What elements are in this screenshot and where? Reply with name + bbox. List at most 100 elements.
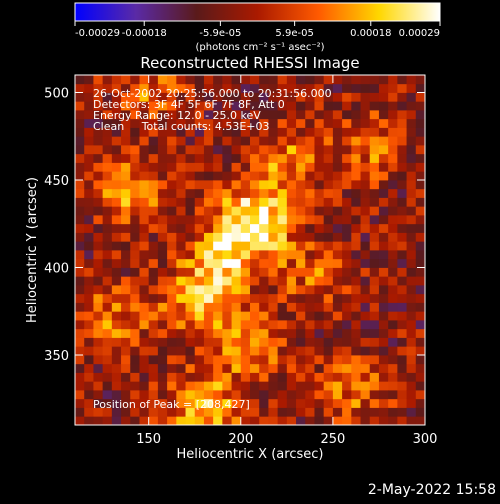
heatmap-cell (231, 293, 242, 303)
heatmap-cell (203, 363, 214, 373)
heatmap-cell (222, 311, 232, 321)
colorbar: -0.00029 -0.00018 -5.9e-05 5.9e-05 0.00018 0.… (74, 2, 441, 53)
heatmap-cell (397, 188, 407, 198)
heatmap-cell (277, 363, 288, 373)
heatmap-cell (406, 363, 417, 373)
heatmap-cell (176, 337, 186, 347)
heatmap-cell (378, 390, 389, 400)
footer-timestamp: 2-May-2022 15:58 (368, 482, 496, 498)
heatmap-cell (176, 110, 186, 120)
heatmap-cell (84, 101, 94, 111)
heatmap-cell (93, 127, 104, 137)
heatmap-cell (378, 407, 389, 417)
heatmap-cell (369, 276, 380, 286)
heatmap-cell (231, 83, 242, 93)
heatmap-cell (378, 302, 389, 312)
heatmap-cell (203, 162, 214, 172)
heatmap-cell (397, 390, 407, 400)
heatmap-cell (121, 223, 131, 233)
heatmap-cell (102, 250, 113, 260)
heatmap-cell (231, 241, 242, 251)
heatmap-cell (148, 180, 159, 190)
heatmap-cell (222, 92, 232, 102)
heatmap-cell (121, 153, 131, 163)
heatmap-cell (75, 363, 85, 373)
heatmap-cell (286, 398, 297, 408)
heatmap-cell (130, 118, 140, 128)
heatmap-cell (75, 145, 85, 155)
heatmap-cell (84, 171, 94, 181)
heatmap-cell (121, 372, 131, 382)
heatmap-cell (250, 241, 260, 251)
heatmap-cell (388, 293, 398, 303)
heatmap-cell (305, 232, 315, 242)
heatmap-cell (360, 75, 371, 85)
heatmap-cell (250, 232, 260, 242)
heatmap-cell (268, 346, 279, 356)
heatmap-cell (250, 398, 260, 408)
heatmap-cell (84, 372, 94, 382)
heatmap-cell (314, 398, 325, 408)
heatmap-cell (102, 188, 113, 198)
heatmap-cell (415, 363, 425, 373)
heatmap-cell (222, 381, 232, 391)
heatmap-cell (167, 337, 177, 347)
heatmap-cell (240, 127, 251, 137)
heatmap-cell (332, 311, 343, 321)
heatmap-cell (213, 162, 223, 172)
heatmap-cell (406, 320, 417, 330)
heatmap-cell (203, 355, 214, 365)
heatmap-cell (75, 206, 85, 216)
heatmap-cell (277, 285, 288, 295)
heatmap-cell (121, 136, 131, 146)
heatmap-cell (231, 398, 242, 408)
heatmap-cell (240, 285, 251, 295)
heatmap-cell (296, 83, 306, 93)
heatmap-cell (75, 223, 85, 233)
heatmap-cell (167, 390, 177, 400)
heatmap-cell (332, 276, 343, 286)
heatmap-cell (277, 153, 288, 163)
heatmap-cell (360, 250, 371, 260)
heatmap-cell (176, 302, 186, 312)
heatmap-cell (415, 127, 425, 137)
heatmap-cell (406, 293, 417, 303)
heatmap-cell (277, 75, 288, 85)
heatmap-cell (240, 355, 251, 365)
heatmap-cell (305, 285, 315, 295)
heatmap-cell (167, 232, 177, 242)
heatmap-cell (157, 328, 168, 338)
heatmap-cell (185, 320, 196, 330)
heatmap-cell (148, 267, 159, 277)
heatmap-cell (84, 311, 94, 321)
heatmap-cell (277, 110, 288, 120)
heatmap-cell (268, 337, 279, 347)
heatmap-cell (388, 145, 398, 155)
heatmap-cell (84, 83, 94, 93)
heatmap-cell (231, 232, 242, 242)
heatmap-cell (148, 320, 159, 330)
heatmap-cell (148, 153, 159, 163)
heatmap-cell (314, 197, 325, 207)
heatmap-cell (259, 267, 269, 277)
heatmap-cell (240, 241, 251, 251)
heatmap-cell (259, 206, 269, 216)
heatmap-cell (268, 258, 279, 268)
heatmap-cell (240, 276, 251, 286)
heatmap-cell (185, 363, 196, 373)
heatmap-cell (268, 110, 279, 120)
heatmap-cell (397, 118, 407, 128)
heatmap-cell (194, 346, 205, 356)
heatmap-cell (157, 355, 168, 365)
heatmap-cell (222, 398, 232, 408)
heatmap-cell (167, 180, 177, 190)
heatmap-cell (176, 285, 186, 295)
heatmap-cell (130, 83, 140, 93)
heatmap-cell (222, 346, 232, 356)
heatmap-cell (360, 145, 371, 155)
heatmap-cell (314, 75, 325, 85)
heatmap-cell (305, 328, 315, 338)
heatmap-cell (369, 127, 380, 137)
heatmap-cell (194, 258, 205, 268)
heatmap-cell (406, 197, 417, 207)
